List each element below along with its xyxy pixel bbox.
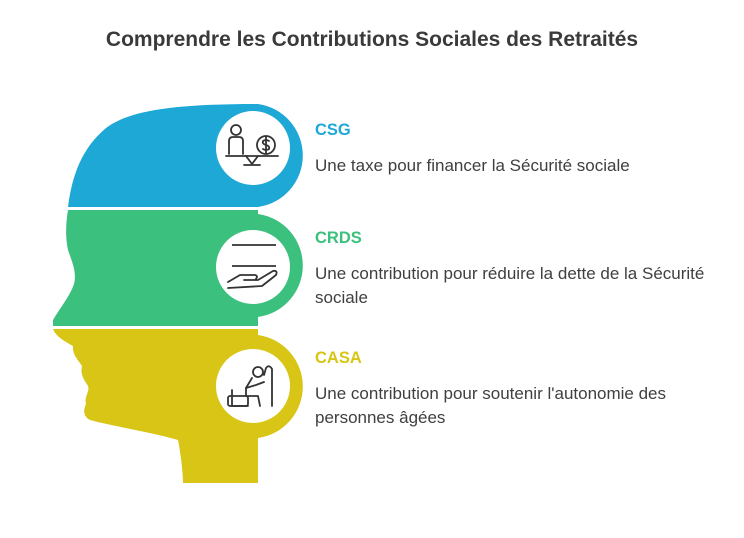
- diagram-title: Comprendre les Contributions Sociales de…: [105, 28, 639, 51]
- gdpr-hand-icon: [227, 244, 278, 289]
- csg-icon-circle: [216, 111, 290, 185]
- crds-segment: [53, 210, 258, 326]
- elderly-person-cane-icon: [227, 365, 273, 407]
- casa-description: Une contribution pour soutenir l'autonom…: [315, 384, 667, 427]
- crds-icon-circle: [216, 230, 290, 304]
- csg-description: Une taxe pour financer la Sécurité socia…: [315, 156, 630, 175]
- crds-description: Une contribution pour réduire la dette d…: [315, 264, 705, 307]
- casa-label: CASA: [315, 349, 362, 367]
- csg-segment: [68, 104, 258, 207]
- person-balance-dollar-icon: [225, 124, 279, 166]
- crds-label: CRDS: [315, 229, 362, 247]
- csg-label: CSG: [315, 121, 351, 139]
- casa-segment: [53, 329, 258, 483]
